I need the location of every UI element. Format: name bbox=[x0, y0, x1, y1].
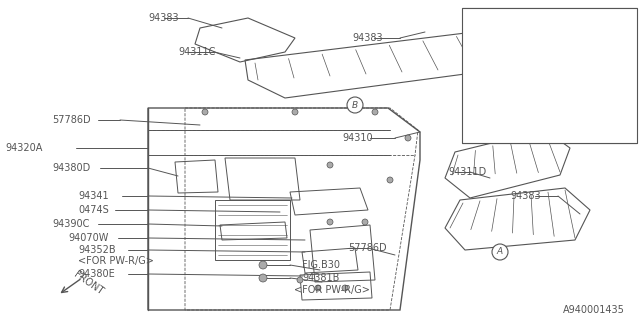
Circle shape bbox=[362, 219, 368, 225]
Circle shape bbox=[466, 95, 480, 109]
Text: 94383: 94383 bbox=[510, 191, 541, 201]
Text: <FOR PW-R/G>: <FOR PW-R/G> bbox=[294, 285, 370, 295]
Text: 94390C: 94390C bbox=[52, 219, 90, 229]
Text: A: A bbox=[497, 247, 503, 257]
Text: 94380E: 94380E bbox=[78, 269, 115, 279]
Circle shape bbox=[315, 285, 321, 291]
Circle shape bbox=[259, 261, 267, 269]
Circle shape bbox=[259, 274, 267, 282]
Circle shape bbox=[387, 177, 393, 183]
Text: 94070W: 94070W bbox=[68, 233, 108, 243]
Text: <1407-1510): <1407-1510) bbox=[547, 98, 607, 107]
Text: B: B bbox=[470, 98, 476, 107]
Text: FRONT: FRONT bbox=[72, 269, 105, 297]
Text: 57786D: 57786D bbox=[348, 243, 387, 253]
Text: 94311C: 94311C bbox=[178, 47, 216, 57]
Circle shape bbox=[466, 28, 480, 42]
Text: A: A bbox=[470, 30, 476, 39]
Text: W13025: W13025 bbox=[487, 125, 525, 134]
Text: 0474S: 0474S bbox=[78, 205, 109, 215]
Circle shape bbox=[347, 97, 363, 113]
Circle shape bbox=[342, 285, 348, 291]
Text: (  -1407): ( -1407) bbox=[547, 71, 586, 80]
Text: 94381B: 94381B bbox=[302, 273, 339, 283]
Circle shape bbox=[327, 162, 333, 168]
Text: 57786D: 57786D bbox=[52, 115, 91, 125]
Text: 94380D: 94380D bbox=[52, 163, 90, 173]
Circle shape bbox=[297, 277, 303, 283]
Text: W130115: W130115 bbox=[487, 17, 531, 26]
Text: ( -1407): ( -1407) bbox=[547, 17, 583, 26]
Circle shape bbox=[202, 109, 208, 115]
Text: 94383: 94383 bbox=[352, 33, 383, 43]
Text: FIG.B30: FIG.B30 bbox=[302, 260, 340, 270]
Circle shape bbox=[372, 109, 378, 115]
Circle shape bbox=[327, 219, 333, 225]
Circle shape bbox=[292, 109, 298, 115]
Text: 94352B: 94352B bbox=[78, 245, 116, 255]
Text: A940001435: A940001435 bbox=[563, 305, 625, 315]
Text: 94320A: 94320A bbox=[5, 143, 42, 153]
Text: <1510-   >: <1510- > bbox=[547, 125, 597, 134]
Circle shape bbox=[492, 244, 508, 260]
Text: 94311D: 94311D bbox=[448, 167, 486, 177]
Text: B: B bbox=[352, 100, 358, 109]
Text: 94341: 94341 bbox=[78, 191, 109, 201]
Text: <FOR PW-R/G>: <FOR PW-R/G> bbox=[78, 256, 154, 266]
Text: W130228: W130228 bbox=[487, 98, 530, 107]
Text: 94310: 94310 bbox=[342, 133, 372, 143]
Circle shape bbox=[405, 135, 411, 141]
Text: <1407- >: <1407- > bbox=[547, 44, 591, 53]
Text: W130115: W130115 bbox=[487, 71, 531, 80]
Text: W130228: W130228 bbox=[487, 44, 530, 53]
Text: 94383: 94383 bbox=[148, 13, 179, 23]
Bar bbox=[462, 8, 637, 143]
